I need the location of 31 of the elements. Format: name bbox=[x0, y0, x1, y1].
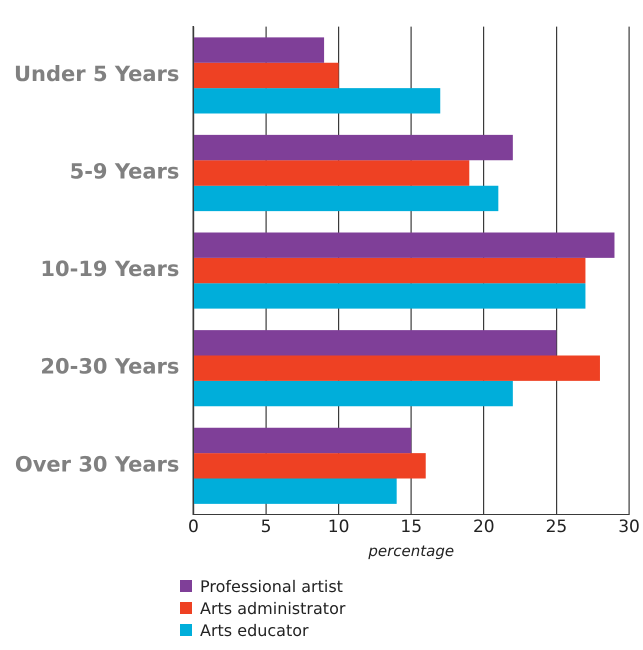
bar bbox=[194, 88, 440, 114]
x-tick-label: 10 bbox=[328, 517, 350, 538]
bar bbox=[194, 258, 586, 284]
bar bbox=[194, 37, 324, 63]
x-tick-label: 15 bbox=[400, 517, 422, 538]
x-tick-label: 0 bbox=[188, 517, 199, 538]
legend-label: Professional artist bbox=[200, 576, 343, 596]
bar bbox=[194, 160, 470, 186]
bar bbox=[194, 453, 426, 478]
x-tick-label: 25 bbox=[546, 517, 568, 538]
legend-label: Arts administrator bbox=[200, 598, 346, 618]
y-tick-label: 20-30 Years bbox=[40, 354, 180, 379]
y-tick-label: 10-19 Years bbox=[40, 257, 180, 282]
x-axis-title: percentage bbox=[367, 542, 454, 560]
bar bbox=[194, 428, 412, 454]
y-tick-label: Under 5 Years bbox=[14, 62, 180, 86]
bar bbox=[194, 330, 556, 356]
bar bbox=[194, 232, 614, 258]
bar bbox=[194, 186, 498, 212]
bar bbox=[194, 134, 513, 160]
legend-label: Arts educator bbox=[200, 620, 309, 640]
bar bbox=[194, 62, 339, 88]
bar bbox=[194, 283, 586, 309]
x-tick-label: 5 bbox=[260, 517, 272, 538]
bar bbox=[194, 478, 397, 504]
x-tick-label: 30 bbox=[618, 517, 640, 538]
bar bbox=[194, 356, 600, 381]
y-tick-label: 5-9 Years bbox=[70, 159, 180, 184]
bar bbox=[194, 380, 513, 406]
y-tick-label: Over 30 Years bbox=[14, 452, 180, 476]
x-tick-label: 20 bbox=[472, 517, 495, 538]
